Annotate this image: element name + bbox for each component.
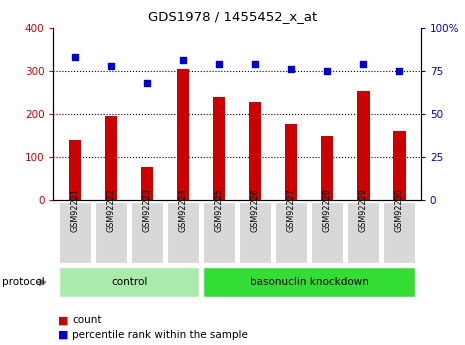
- Text: GSM92229: GSM92229: [359, 188, 368, 232]
- Text: GSM92222: GSM92222: [106, 188, 116, 232]
- FancyBboxPatch shape: [239, 202, 272, 263]
- Text: GDS1978 / 1455452_x_at: GDS1978 / 1455452_x_at: [148, 10, 317, 23]
- FancyBboxPatch shape: [59, 202, 91, 263]
- Text: GSM92223: GSM92223: [143, 188, 152, 232]
- Text: GSM92227: GSM92227: [286, 188, 296, 232]
- Point: [143, 80, 151, 86]
- Point: [71, 54, 79, 60]
- Text: percentile rank within the sample: percentile rank within the sample: [72, 330, 248, 339]
- FancyBboxPatch shape: [347, 202, 379, 263]
- Text: GSM92226: GSM92226: [251, 188, 259, 232]
- Text: count: count: [72, 315, 101, 325]
- FancyBboxPatch shape: [131, 202, 163, 263]
- Point: [396, 68, 403, 73]
- Bar: [105, 116, 117, 200]
- Text: basonuclin knockdown: basonuclin knockdown: [250, 277, 369, 287]
- Point: [252, 61, 259, 67]
- Text: GSM92225: GSM92225: [215, 188, 224, 232]
- Point: [287, 66, 295, 72]
- FancyBboxPatch shape: [275, 202, 307, 263]
- FancyBboxPatch shape: [203, 202, 235, 263]
- Bar: [213, 98, 226, 200]
- Point: [324, 68, 331, 73]
- Text: control: control: [111, 277, 147, 287]
- Bar: [285, 124, 298, 200]
- Bar: [249, 102, 261, 200]
- Text: GSM92221: GSM92221: [71, 188, 80, 232]
- Bar: [393, 131, 405, 200]
- Point: [107, 63, 115, 68]
- FancyBboxPatch shape: [59, 267, 199, 297]
- Text: GSM92228: GSM92228: [323, 188, 332, 232]
- Bar: [69, 140, 81, 200]
- Point: [179, 58, 187, 63]
- Point: [215, 61, 223, 67]
- Bar: [357, 91, 370, 200]
- FancyBboxPatch shape: [167, 202, 199, 263]
- FancyBboxPatch shape: [311, 202, 343, 263]
- FancyBboxPatch shape: [383, 202, 415, 263]
- Point: [359, 61, 367, 67]
- Text: protocol: protocol: [2, 277, 45, 287]
- Text: ■: ■: [58, 330, 69, 339]
- FancyBboxPatch shape: [95, 202, 127, 263]
- Bar: [321, 136, 333, 200]
- Text: GSM92230: GSM92230: [395, 188, 404, 232]
- Text: GSM92224: GSM92224: [179, 188, 188, 232]
- Text: ■: ■: [58, 315, 69, 325]
- Bar: [141, 167, 153, 200]
- FancyBboxPatch shape: [203, 267, 415, 297]
- Bar: [177, 69, 189, 200]
